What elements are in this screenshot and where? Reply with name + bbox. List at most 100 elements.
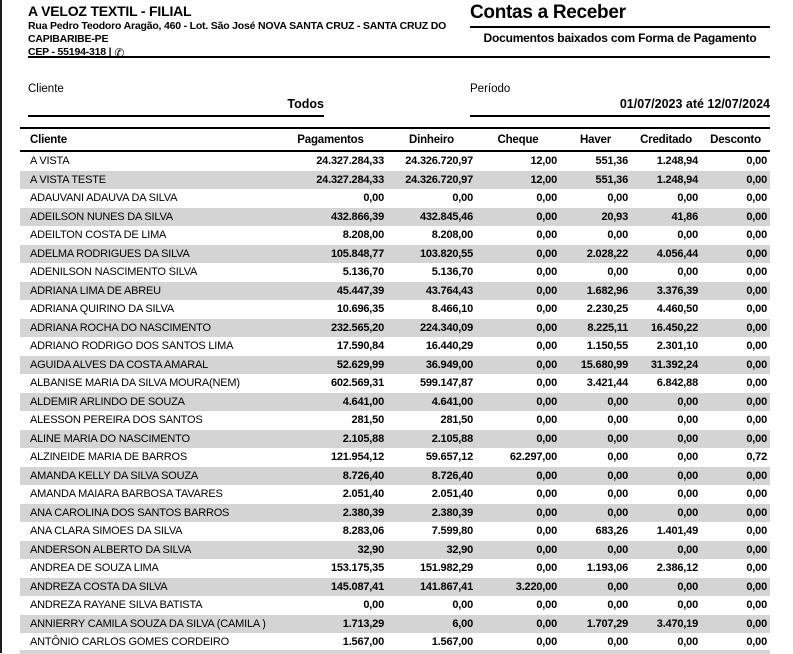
- amount-cell: 7.599,80: [431, 525, 473, 537]
- amount-cell: 0,00: [536, 636, 557, 648]
- table-row: ANA CAROLINA DOS SANTOS BARROS 2.380,39 2.…: [20, 503, 770, 522]
- amount-cell: 0,00: [746, 303, 767, 315]
- amount-cell: 43.764,43: [425, 284, 473, 297]
- amount-cell: 0,00: [746, 358, 767, 371]
- amount-cell: 0,00: [536, 284, 557, 297]
- column-header-desconto: Desconto: [701, 127, 770, 152]
- table-row: AMANDA KELLY DA SILVA SOUZA 8.726,40 8.726…: [20, 466, 770, 485]
- amount-cell: 683,26: [595, 525, 629, 537]
- amount-cell: 0,00: [677, 580, 698, 593]
- table-row: ADEILSON NUNES DA SILVA 432.866,39 432.845…: [20, 207, 770, 226]
- amount-cell: 0,00: [607, 266, 628, 278]
- amount-cell: 602.569,31: [330, 377, 384, 389]
- amount-cell: 0,00: [677, 229, 698, 241]
- amount-cell: 0,00: [536, 247, 557, 260]
- amount-cell: 0,00: [746, 229, 767, 241]
- amount-cell: 0,00: [607, 192, 628, 204]
- amount-cell: 0,00: [607, 229, 628, 241]
- amount-cell: 0,00: [536, 562, 557, 574]
- table-row: ANDREA DE SOUZA LIMA 153.175,35 151.982,29…: [20, 559, 770, 578]
- amount-cell: 12,00: [530, 155, 557, 167]
- amount-cell: 6,00: [452, 617, 473, 630]
- amount-cell: 12,00: [530, 173, 557, 186]
- amount-cell: 0,00: [452, 192, 473, 204]
- amount-cell: 0,00: [677, 192, 698, 204]
- amount-cell: 32,90: [446, 543, 473, 556]
- amount-cell: 0,00: [536, 340, 557, 352]
- amount-cell: 2.380,39: [431, 506, 473, 519]
- amount-cell: 281,50: [440, 414, 474, 426]
- client-name-cell: ALDEMIR ARLINDO DE SOUZA: [30, 395, 185, 408]
- amount-cell: 4.641,00: [342, 395, 384, 408]
- company-address: Rua Pedro Teodoro Aragão, 460 - Lot. São…: [28, 20, 447, 45]
- amount-cell: 0,00: [536, 599, 557, 611]
- client-name-cell: ANDREA DE SOUZA LIMA: [30, 562, 159, 574]
- amount-cell: 599.147,87: [419, 377, 473, 389]
- filter-cliente-value: Todos: [287, 97, 324, 111]
- table-row: ALINE MARIA DO NASCIMENTO 2.105,88 2.105,8…: [20, 429, 770, 448]
- amount-cell: 5.136,70: [342, 266, 384, 278]
- amount-cell: 0,00: [677, 395, 698, 408]
- client-name-cell: ALINE MARIA DO NASCIMENTO: [30, 432, 190, 445]
- amount-cell: 1.682,96: [586, 284, 628, 297]
- amount-cell: 551,36: [595, 173, 629, 186]
- table-row: A VISTA TESTE 24.327.284,33 24.326.720,97 1…: [20, 170, 770, 189]
- table-row: ADAUVANI ADAUVA DA SILVA 0,00 0,00 0,00 0,00…: [20, 189, 770, 208]
- amount-cell: 0,00: [677, 636, 698, 648]
- amount-cell: 0,00: [746, 247, 767, 260]
- amount-cell: 0,00: [607, 432, 628, 445]
- client-name-cell: ADEILSON NUNES DA SILVA: [30, 210, 173, 223]
- amount-cell: 0,00: [677, 599, 698, 611]
- amount-cell: 0,00: [746, 414, 767, 426]
- amount-cell: 0,00: [746, 562, 767, 574]
- amount-cell: 141.867,41: [419, 580, 473, 593]
- amount-cell: 24.326.720,97: [405, 155, 473, 167]
- client-name-cell: ADRIANA QUIRINO DA SILVA: [30, 303, 174, 315]
- amount-cell: 0,00: [536, 414, 557, 426]
- amount-cell: 0,00: [746, 432, 767, 445]
- amount-cell: 8.726,40: [431, 469, 473, 482]
- amount-cell: 8.726,40: [342, 469, 384, 482]
- table-header-row: Cliente Pagamentos Dinheiro Cheque Haver Cred…: [20, 127, 770, 152]
- table-row: ALDEMIR ARLINDO DE SOUZA 4.641,00 4.641,00…: [20, 392, 770, 411]
- client-name-cell: ALBANISE MARIA DA SILVA MOURA(NEM): [30, 377, 240, 389]
- amount-cell: 0,00: [746, 617, 767, 630]
- amount-cell: 8.208,00: [431, 229, 473, 241]
- amount-cell: 0,00: [677, 266, 698, 278]
- client-name-cell: ANNIERRY CAMILA SOUZA DA SILVA (CAMILA ): [30, 617, 266, 630]
- table-row: ANDERSON ALBERTO DA SILVA 32,90 32,90 0,00 0…: [20, 540, 770, 559]
- client-name-cell: ANTÔNIO CARLOS GOMES CORDEIRO: [30, 636, 229, 648]
- amount-cell: 0,00: [607, 395, 628, 408]
- amount-cell: 0,00: [746, 192, 767, 204]
- amount-cell: 2.230,25: [586, 303, 628, 315]
- amount-cell: 4.056,44: [656, 247, 698, 260]
- amount-cell: 0,00: [452, 599, 473, 611]
- amount-cell: 0,00: [746, 469, 767, 482]
- table-row: ADRIANA QUIRINO DA SILVA 10.696,35 8.466,1…: [20, 300, 770, 319]
- amount-cell: 0,00: [677, 543, 698, 556]
- amount-cell: 1.150,55: [586, 340, 628, 352]
- phone-icon: ✆: [114, 45, 125, 60]
- amount-cell: 0,00: [536, 506, 557, 519]
- amount-cell: 105.848,77: [330, 247, 384, 260]
- amount-cell: 36.949,00: [425, 358, 473, 371]
- amount-cell: 432.845,46: [419, 210, 473, 223]
- amount-cell: 121.954,12: [330, 451, 384, 463]
- amount-cell: 0,00: [536, 543, 557, 556]
- amount-cell: 0,00: [536, 266, 557, 278]
- amount-cell: 1.707,29: [586, 617, 628, 630]
- amount-cell: 4.460,50: [656, 303, 698, 315]
- amount-cell: 45.447,39: [336, 284, 384, 297]
- client-name-cell: ALESSON PEREIRA DOS SANTOS: [30, 414, 203, 426]
- table-row: ADEILTON COSTA DE LIMA 8.208,00 8.208,00 0,…: [20, 226, 770, 245]
- amount-cell: 103.820,55: [419, 247, 473, 260]
- amount-cell: 0,00: [536, 210, 557, 223]
- amount-cell: 2.105,88: [342, 432, 384, 445]
- client-name-cell: ADRIANA ROCHA DO NASCIMENTO: [30, 321, 211, 334]
- amount-cell: 0,00: [746, 340, 767, 352]
- client-name-cell: ADAUVANI ADAUVA DA SILVA: [30, 192, 178, 204]
- amount-cell: 8.283,06: [342, 525, 384, 537]
- amount-cell: 3.470,19: [656, 617, 698, 630]
- amount-cell: 10.696,35: [336, 303, 384, 315]
